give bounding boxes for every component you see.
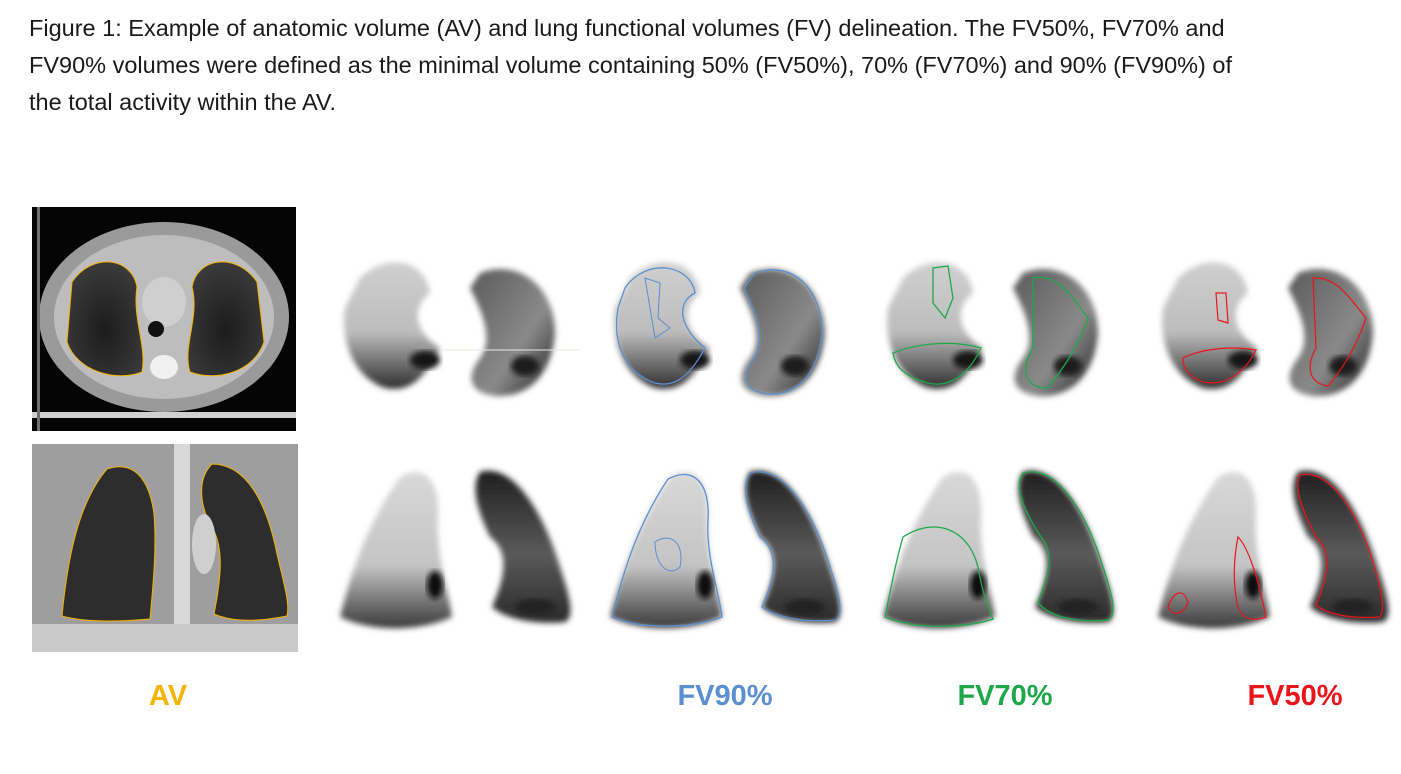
spect-axial-fv50 (1148, 228, 1401, 428)
spect-axial-plain (330, 228, 585, 428)
label-av: AV (148, 680, 188, 712)
ct-axial-image (32, 207, 296, 431)
spect-axial-fv70 (873, 228, 1128, 428)
label-fv90: FV90% (677, 680, 773, 712)
spect-coronal-plain (330, 452, 585, 652)
spect-coronal-fv90 (600, 452, 855, 652)
label-fv70: FV70% (957, 680, 1053, 712)
ct-coronal-image (32, 444, 298, 652)
spect-coronal-fv50 (1148, 452, 1401, 652)
figure-caption: Figure 1: Example of anatomic volume (AV… (29, 15, 1232, 115)
label-fv50: FV50% (1247, 680, 1343, 712)
spect-coronal-fv70 (873, 452, 1128, 652)
spect-axial-fv90 (600, 228, 855, 428)
